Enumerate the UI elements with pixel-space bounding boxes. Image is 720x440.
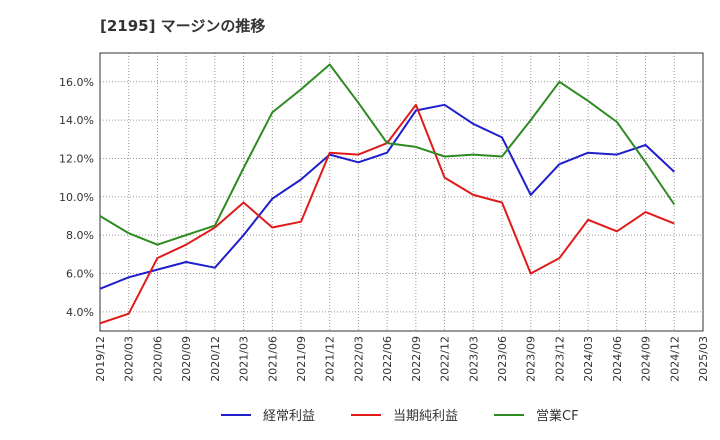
series-line-1 <box>99 103 675 290</box>
y-tick-label: 12.0% <box>59 152 94 165</box>
y-tick-label: 14.0% <box>59 114 94 127</box>
x-tick-label: 2021/12 <box>324 336 337 382</box>
series-lines <box>99 63 676 325</box>
x-tick-label: 2020/12 <box>209 336 222 382</box>
x-tick-label: 2022/06 <box>381 336 394 382</box>
x-tick-label: 2021/03 <box>238 336 251 382</box>
x-tick-label: 2024/03 <box>582 336 595 382</box>
legend-label: 営業CF <box>536 408 579 424</box>
legend-label: 経常利益 <box>263 409 315 424</box>
y-tick-label: 10.0% <box>59 191 94 204</box>
x-tick-label: 2025/03 <box>697 336 710 382</box>
x-tick-label: 2023/09 <box>525 336 538 382</box>
x-tick-label: 2021/09 <box>295 336 308 382</box>
y-tick-label: 6.0% <box>66 267 94 280</box>
legend: 経常利益 当期純利益 営業CF <box>221 408 579 424</box>
x-tick-label: 2021/06 <box>266 336 279 382</box>
y-axis: 4.0% 6.0% 8.0% 10.0% 12.0% 14.0% 16.0% <box>59 76 94 319</box>
x-tick-label: 2020/03 <box>123 336 136 382</box>
x-tick-label: 2020/09 <box>180 336 193 382</box>
x-tick-label: 2023/03 <box>467 336 480 382</box>
x-tick-label: 2022/03 <box>352 336 365 382</box>
x-tick-label: 2024/12 <box>668 336 681 382</box>
x-tick-label: 2024/06 <box>611 336 624 382</box>
plot-area <box>99 52 704 332</box>
y-tick-label: 4.0% <box>66 306 94 319</box>
y-tick-label: 16.0% <box>59 76 94 89</box>
x-tick-label: 2020/06 <box>151 336 164 382</box>
x-tick-label: 2023/06 <box>496 336 509 382</box>
series-line-3 <box>99 63 676 246</box>
x-tick-label: 2023/12 <box>553 336 566 382</box>
legend-label: 当期純利益 <box>393 409 458 424</box>
y-tick-label: 8.0% <box>66 229 94 242</box>
grid <box>99 53 704 331</box>
x-tick-label: 2019/12 <box>94 336 107 382</box>
x-tick-label: 2022/12 <box>439 336 452 382</box>
chart-title: [2195] マージンの推移 <box>100 17 265 35</box>
x-axis: 2019/12 2020/03 2020/06 2020/09 2020/12 2021/… <box>94 336 710 382</box>
x-tick-label: 2024/09 <box>640 336 653 382</box>
x-tick-label: 2022/09 <box>410 336 423 382</box>
